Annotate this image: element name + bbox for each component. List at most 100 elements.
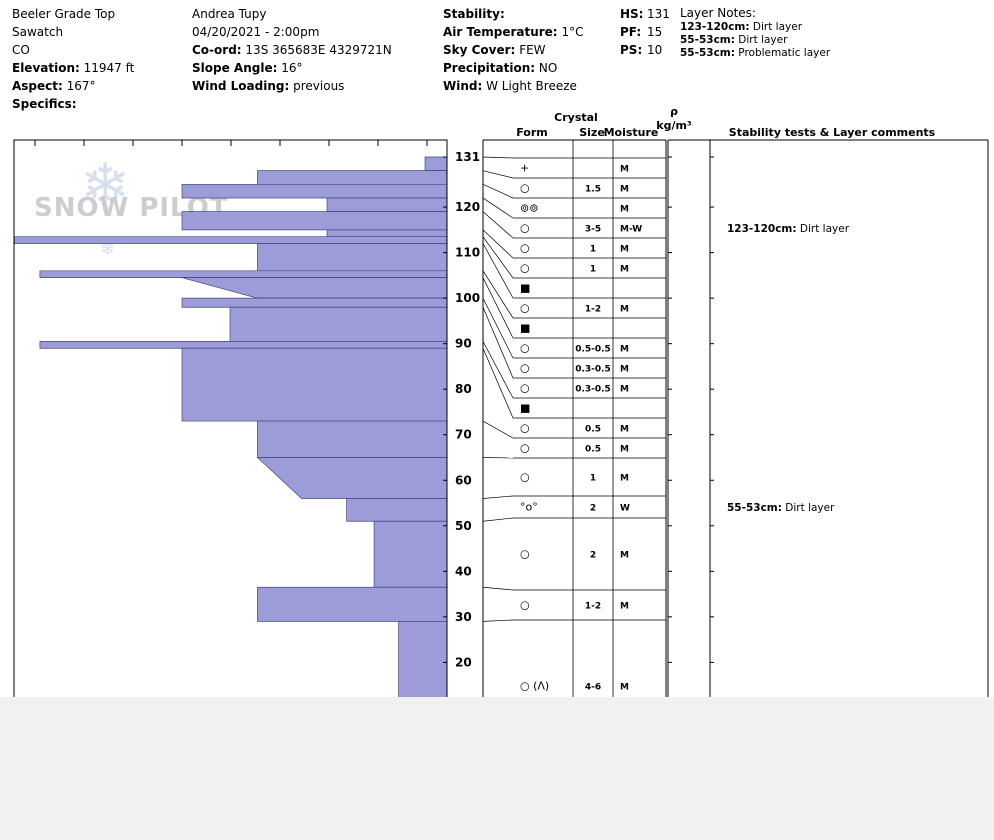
- observer-name: Andrea Tupy: [192, 7, 267, 21]
- layer-note-range: 55-53cm:: [680, 47, 735, 59]
- sky-cover-line: Sky Cover: FEW: [443, 41, 583, 59]
- svg-text:120: 120: [455, 200, 480, 214]
- wind-value: W Light Breeze: [486, 79, 577, 93]
- layer-note: 55-53cm: Dirt layer: [680, 34, 830, 47]
- svg-text:20: 20: [455, 655, 472, 669]
- layer-note: 123-120cm: Dirt layer: [680, 21, 830, 34]
- svg-text:Crystal: Crystal: [554, 111, 598, 124]
- svg-text:○: ○: [520, 422, 530, 435]
- svg-text:○: ○: [520, 471, 530, 484]
- svg-text:1-2: 1-2: [585, 305, 601, 315]
- aspect-line: Aspect: 167°: [12, 77, 134, 95]
- svg-text:○: ○: [520, 599, 530, 612]
- wind-loading-label: Wind Loading:: [192, 79, 290, 93]
- specifics-line: Specifics:: [12, 95, 134, 113]
- svg-text:M: M: [620, 185, 629, 195]
- svg-text:M: M: [620, 305, 629, 315]
- precip-line: Precipitation: NO: [443, 59, 583, 77]
- svg-text:M: M: [620, 205, 629, 215]
- sky-cover-value: FEW: [519, 43, 546, 57]
- svg-text:4-6: 4-6: [585, 683, 601, 693]
- precip-label: Precipitation:: [443, 61, 536, 75]
- layer-note-text: Problematic layer: [738, 47, 831, 59]
- hs-line: HS: 131: [620, 5, 670, 23]
- svg-text:○: ○: [520, 262, 530, 275]
- svg-text:M: M: [620, 385, 629, 395]
- hs-label: HS:: [620, 7, 644, 21]
- svg-text:Moisture: Moisture: [604, 126, 659, 139]
- layer-notes-title: Layer Notes:: [680, 6, 756, 20]
- svg-text:○ (Λ): ○ (Λ): [520, 680, 549, 693]
- svg-text:100: 100: [455, 291, 480, 305]
- svg-text:○: ○: [520, 342, 530, 355]
- svg-text:W: W: [620, 504, 630, 514]
- layer-note-text: Dirt layer: [752, 21, 803, 33]
- svg-text:M: M: [620, 445, 629, 455]
- wind-line: Wind: W Light Breeze: [443, 77, 583, 95]
- svg-text:Stability tests & Layer commen: Stability tests & Layer comments: [729, 126, 936, 139]
- svg-text:1: 1: [590, 474, 596, 484]
- snow-profile-svg: 131 120 110 100 90 80 70 60 50 40 30 20 + M ○ 1.5 M ⊚⊚ M ○ 3…: [13, 105, 989, 697]
- stability-label: Stability:: [443, 7, 505, 21]
- svg-text:30: 30: [455, 610, 472, 624]
- sky-cover-label: Sky Cover:: [443, 43, 516, 57]
- ps-line: PS: 10: [620, 41, 670, 59]
- layer-note-text: Dirt layer: [738, 34, 788, 46]
- svg-text:70: 70: [455, 428, 472, 442]
- snowflake-icon: ❄: [80, 151, 131, 221]
- svg-text:M-W: M-W: [620, 225, 642, 235]
- aspect-value: 167°: [66, 79, 96, 93]
- snowflake-icon: ❄: [100, 239, 116, 260]
- svg-text:○: ○: [520, 382, 530, 395]
- measures-block: HS: 131 PF: 15 PS: 10: [620, 5, 670, 59]
- coord-line: Co-ord: 13S 365683E 4329721N: [192, 41, 392, 59]
- svg-text:⊚⊚: ⊚⊚: [520, 202, 538, 215]
- svg-text:M: M: [620, 551, 629, 561]
- stability-line: Stability:: [443, 5, 583, 23]
- mountain-range: Sawatch: [12, 25, 64, 39]
- svg-text:○: ○: [520, 222, 530, 235]
- svg-text:M: M: [620, 245, 629, 255]
- pf-value: 15: [647, 25, 663, 39]
- specifics-label: Specifics:: [12, 97, 77, 111]
- svg-text:■: ■: [520, 322, 530, 335]
- report-header: Beeler Grade Top Sawatch CO Elevation: 1…: [0, 0, 994, 135]
- coord-label: Co-ord:: [192, 43, 242, 57]
- layer-note-range: 55-53cm:: [680, 34, 735, 46]
- svg-text:ρ: ρ: [670, 105, 678, 118]
- layer-notes-block: Layer Notes: 123-120cm: Dirt layer 55-53…: [680, 5, 830, 60]
- ps-value: 10: [647, 43, 663, 57]
- svg-text:kg/m³: kg/m³: [656, 119, 692, 132]
- svg-text:131: 131: [455, 150, 480, 164]
- pf-line: PF: 15: [620, 23, 670, 41]
- location-block: Beeler Grade Top Sawatch CO Elevation: 1…: [12, 5, 134, 113]
- air-temp-value: 1°C: [561, 25, 584, 39]
- svg-text:50: 50: [455, 519, 472, 533]
- svg-text:60: 60: [455, 473, 472, 487]
- pf-label: PF:: [620, 25, 642, 39]
- svg-text:M: M: [620, 265, 629, 275]
- svg-text:1-2: 1-2: [585, 602, 601, 612]
- svg-text:M: M: [620, 474, 629, 484]
- svg-text:M: M: [620, 165, 629, 175]
- svg-text:2: 2: [590, 551, 596, 561]
- svg-text:M: M: [620, 345, 629, 355]
- site-name: Beeler Grade Top: [12, 7, 116, 21]
- svg-text:110: 110: [455, 246, 480, 260]
- svg-text:Size: Size: [579, 126, 605, 139]
- elevation-line: Elevation: 11947 ft: [12, 59, 134, 77]
- svg-text:0.5: 0.5: [585, 425, 601, 435]
- svg-text:M: M: [620, 425, 629, 435]
- conditions-block: Stability: Air Temperature: 1°C Sky Cove…: [443, 5, 583, 95]
- air-temp-label: Air Temperature:: [443, 25, 558, 39]
- elevation-label: Elevation:: [12, 61, 80, 75]
- svg-text:○: ○: [520, 242, 530, 255]
- ps-label: PS:: [620, 43, 643, 57]
- svg-text:80: 80: [455, 382, 472, 396]
- slope-angle-value: 16°: [281, 61, 303, 75]
- svg-text:Form: Form: [516, 126, 548, 139]
- slope-angle-line: Slope Angle: 16°: [192, 59, 392, 77]
- wind-loading-line: Wind Loading: previous: [192, 77, 392, 95]
- svg-text:○: ○: [520, 548, 530, 561]
- svg-text:0.5-0.5: 0.5-0.5: [575, 345, 611, 355]
